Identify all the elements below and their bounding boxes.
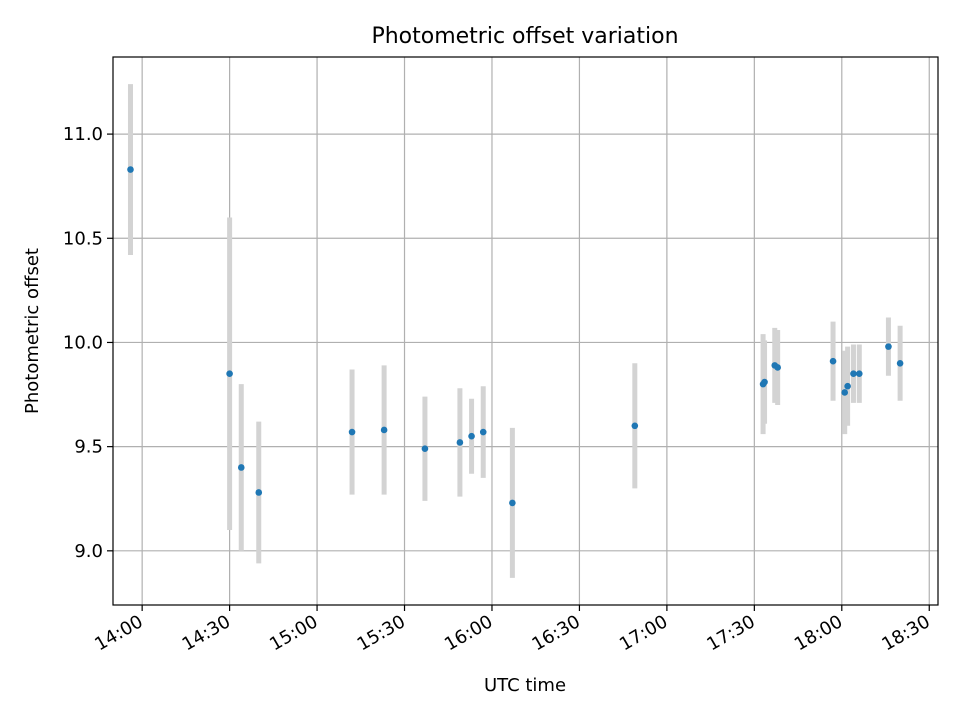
data-point	[226, 370, 233, 378]
y-tick-label: 10.0	[63, 332, 103, 353]
x-tick-label: 17:00	[616, 611, 671, 655]
data-point	[850, 370, 857, 378]
data-point	[631, 422, 639, 430]
data-point	[896, 359, 904, 367]
data-point	[509, 499, 516, 507]
data-point	[774, 364, 781, 371]
chart-title: Photometric offset variation	[371, 24, 678, 49]
data-point	[841, 389, 849, 396]
data-point	[127, 166, 134, 173]
y-tick-label: 9.5	[74, 437, 103, 458]
x-axis-ticks: 14:00 14:30 15:00 15:30 16:00 16:30 17:00 17:30…	[91, 605, 934, 655]
y-axis-label: Photometric offset	[22, 248, 43, 414]
data-point	[380, 426, 388, 434]
data-point	[421, 445, 429, 453]
x-tick-label: 14:00	[91, 611, 146, 655]
data-point	[348, 428, 356, 436]
data-point	[255, 489, 263, 496]
data-point	[479, 428, 487, 436]
x-tick-label: 14:30	[179, 611, 234, 655]
data-point	[855, 370, 863, 378]
y-tick-label: 9.0	[74, 541, 103, 562]
data-point	[456, 439, 464, 446]
data-point	[468, 432, 475, 440]
y-tick-label: 11.0	[63, 124, 103, 145]
data-point	[885, 343, 892, 350]
x-axis-label: UTC time	[484, 675, 566, 696]
x-tick-label: 16:00	[441, 611, 496, 655]
x-tick-label: 17:30	[703, 611, 758, 655]
data-point	[237, 464, 245, 471]
x-tick-label: 15:30	[354, 611, 409, 655]
x-tick-label: 16:30	[529, 611, 584, 655]
plot-frame	[112, 56, 939, 606]
x-tick-label: 15:00	[266, 611, 321, 655]
data-point	[829, 357, 837, 365]
data-point	[761, 378, 768, 386]
x-tick-label: 18:30	[878, 611, 933, 655]
y-axis-ticks: 9.0 9.5 10.0 10.5 11.0	[63, 124, 113, 562]
grid-layer	[113, 57, 938, 605]
y-tick-label: 10.5	[63, 228, 103, 249]
data-point	[844, 382, 851, 390]
x-tick-label: 18:00	[791, 611, 846, 655]
point-layer	[127, 166, 904, 507]
